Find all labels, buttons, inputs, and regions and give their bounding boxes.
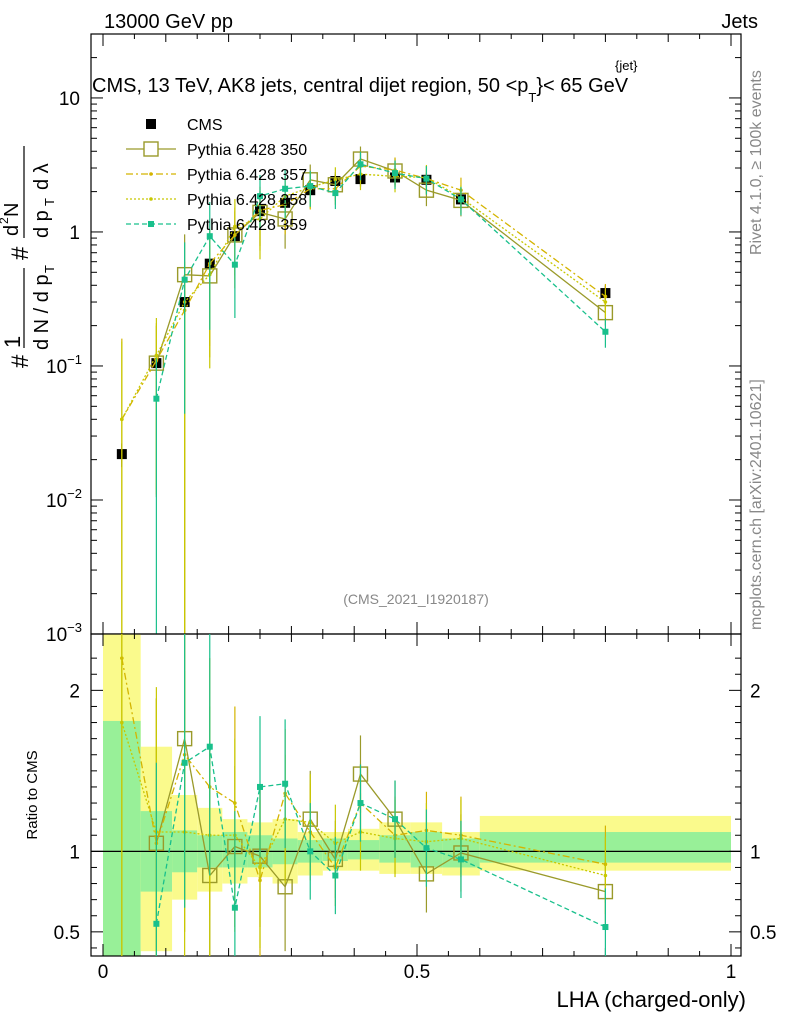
legend-label: Pythia 6.428 358 xyxy=(187,192,307,209)
y-tick-label: 10−2 xyxy=(46,486,82,512)
ratio-point xyxy=(357,800,364,807)
y-tick-label: 10−1 xyxy=(46,352,82,378)
data-point xyxy=(332,190,339,197)
y-tick-label: 1 xyxy=(69,223,80,244)
y-axis-label: # 1 d N / d p T # d 2 N d p T d λ xyxy=(0,146,57,368)
ratio-point xyxy=(258,865,262,870)
ratio-y-label: Ratio to CMS xyxy=(24,750,41,839)
legend: CMS Pythia 6.428 350 Pythia 6.428 357 Pythi… xyxy=(126,117,307,234)
series-ratio-p359 xyxy=(153,634,609,956)
band-inner xyxy=(347,840,380,860)
data-point xyxy=(602,328,609,335)
ylabel-denom-sub: T xyxy=(42,265,57,273)
data-point xyxy=(181,276,188,283)
y-tick-label: 10−3 xyxy=(46,620,82,646)
legend-marker xyxy=(149,172,153,176)
data-point xyxy=(206,233,213,240)
x-tick-label: 0.5 xyxy=(404,962,430,983)
ratio-point xyxy=(423,845,430,852)
ylabel-num-sup: 2 xyxy=(0,217,11,224)
ylabel-denom: d N / d p xyxy=(31,274,53,350)
x-tick-label: 0 xyxy=(98,962,109,983)
legend-marker xyxy=(143,141,159,157)
legend-label: CMS xyxy=(187,117,223,134)
ylabel-num: d xyxy=(1,225,23,236)
ratio-tick-label: 1 xyxy=(69,842,80,863)
subtitle-sup: {jet} xyxy=(615,58,638,73)
ylabel-num-end: N xyxy=(1,203,23,217)
legend-label: Pythia 6.428 359 xyxy=(187,217,307,234)
ylabel-den2-end: d λ xyxy=(31,163,53,190)
ratio-point xyxy=(231,904,238,911)
data-point xyxy=(333,178,338,182)
data-point xyxy=(233,224,237,229)
data-point xyxy=(154,353,159,358)
ratio-point xyxy=(392,816,399,823)
subtitle-text: CMS, 13 TeV, AK8 jets, central dijet reg… xyxy=(92,75,629,105)
analysis-watermark: (CMS_2021_I1920187) xyxy=(343,591,489,607)
ratio-point xyxy=(153,920,160,927)
main-panel: 10−3 10−2 10−1 1 10 CMS Pythia 6.428 350 Pythia… xyxy=(46,33,742,646)
ratio-point xyxy=(307,848,314,855)
series-cms xyxy=(116,170,611,468)
series-ratio-line xyxy=(121,722,606,877)
ratio-tick-label: 0.5 xyxy=(750,923,776,944)
data-point xyxy=(153,395,160,402)
data-point xyxy=(423,175,430,182)
ratio-point xyxy=(257,783,263,790)
series-p359 xyxy=(153,151,609,634)
data-point xyxy=(282,185,289,192)
ratio-panel: 0 0.5 1 0.5 0.5 1 1 2 2 xyxy=(54,633,776,983)
ratio-frame xyxy=(90,633,742,957)
ratio-point xyxy=(282,780,289,787)
ratio-tick-label: 0.5 xyxy=(54,923,80,944)
ylabel-den2: d p xyxy=(31,210,53,238)
series-line xyxy=(121,173,606,420)
series-line xyxy=(155,158,606,364)
data-point xyxy=(357,161,364,168)
header-right: Jets xyxy=(721,11,758,33)
ratio-point xyxy=(603,873,608,878)
legend-marker xyxy=(148,221,154,227)
ratio-tick-label: 2 xyxy=(69,681,80,702)
ratio-point xyxy=(181,759,188,766)
legend-marker xyxy=(149,197,153,201)
legend-label: Pythia 6.428 357 xyxy=(187,167,307,184)
data-point xyxy=(307,183,314,190)
ylabel-den2-sub: T xyxy=(42,198,57,206)
data-point xyxy=(457,196,464,203)
mcplots-label: mcplots.cern.ch [arXiv:2401.10621] xyxy=(748,379,765,630)
data-point xyxy=(257,193,263,200)
ratio-point xyxy=(206,743,213,750)
series-ratio-p350 xyxy=(148,634,614,956)
header-left: 13000 GeV pp xyxy=(104,11,233,33)
data-point xyxy=(392,170,399,177)
legend-label: Pythia 6.428 350 xyxy=(187,142,307,159)
ratio-point xyxy=(602,924,609,931)
ratio-tick-label: 1 xyxy=(750,842,761,863)
ratio-point xyxy=(332,872,339,879)
ylabel-hash1: # xyxy=(7,354,34,368)
ratio-point xyxy=(120,720,124,725)
x-axis-label: LHA (charged-only) xyxy=(556,987,746,1012)
x-tick-label: 1 xyxy=(726,962,737,983)
rivet-label: Rivet 4.1.0, ≥ 100k events xyxy=(748,70,765,255)
data-point xyxy=(231,261,238,268)
y-tick-label: 10 xyxy=(59,89,80,110)
ratio-tick-label: 2 xyxy=(750,681,761,702)
data-point xyxy=(120,417,124,422)
data-point xyxy=(603,300,608,304)
ratio-point xyxy=(457,856,464,863)
ylabel-one: 1 xyxy=(0,336,25,348)
ylabel-hash2: # xyxy=(7,246,34,260)
legend-marker xyxy=(146,119,156,129)
